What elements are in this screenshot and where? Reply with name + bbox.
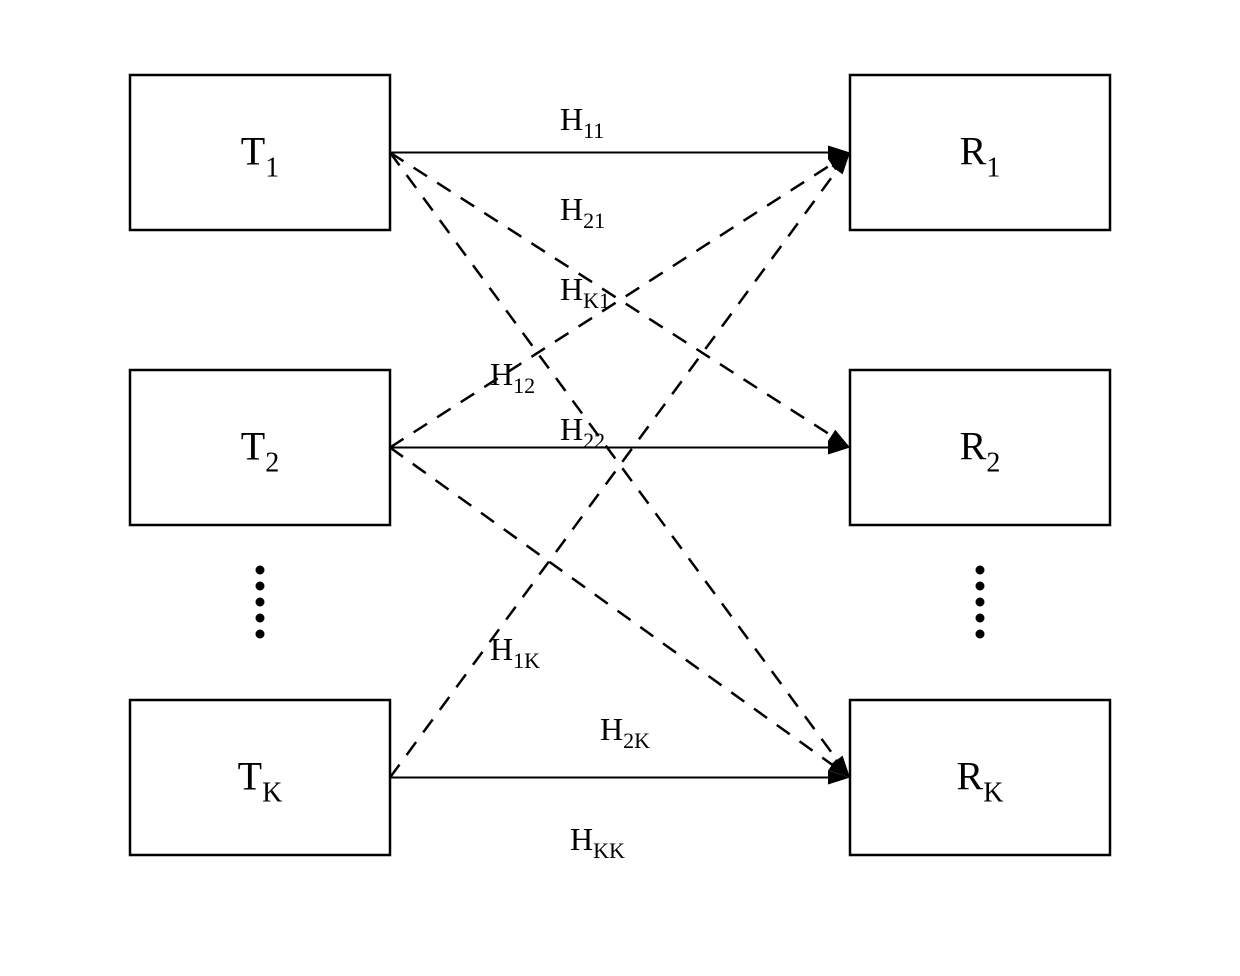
edge-label-T2-R2: H22 (560, 411, 605, 453)
edge-label-T2-RK: H2K (600, 711, 650, 753)
node-label-TK: TK (238, 754, 283, 809)
node-label-R1: R1 (960, 129, 1001, 184)
node-label-RK: RK (957, 754, 1004, 809)
edge-TK-R1 (390, 163, 842, 777)
edge-label-T1-RK: H1K (490, 631, 540, 673)
edge-T1-R2 (390, 153, 839, 441)
edge-label-T2-R1: H21 (560, 191, 605, 233)
edge-T1-RK (390, 153, 842, 767)
node-label-T2: T2 (241, 424, 279, 479)
labels-layer: H11H21HK1H12H22H1KH2KHKK (490, 101, 650, 863)
vdots-0 (256, 566, 265, 639)
edges-layer (390, 146, 850, 785)
edge-label-T1-R1: H11 (560, 101, 604, 143)
edge-label-T1-R2: H12 (490, 356, 535, 398)
node-label-R2: R2 (960, 424, 1001, 479)
interference-channel-diagram: T1T2TKR1R2RKH11H21HK1H12H22H1KH2KHKK (0, 0, 1240, 976)
edge-label-TK-RK: HKK (570, 821, 625, 863)
edge-T2-R1 (390, 160, 839, 448)
node-label-T1: T1 (241, 129, 279, 184)
vdots-1 (976, 566, 985, 639)
